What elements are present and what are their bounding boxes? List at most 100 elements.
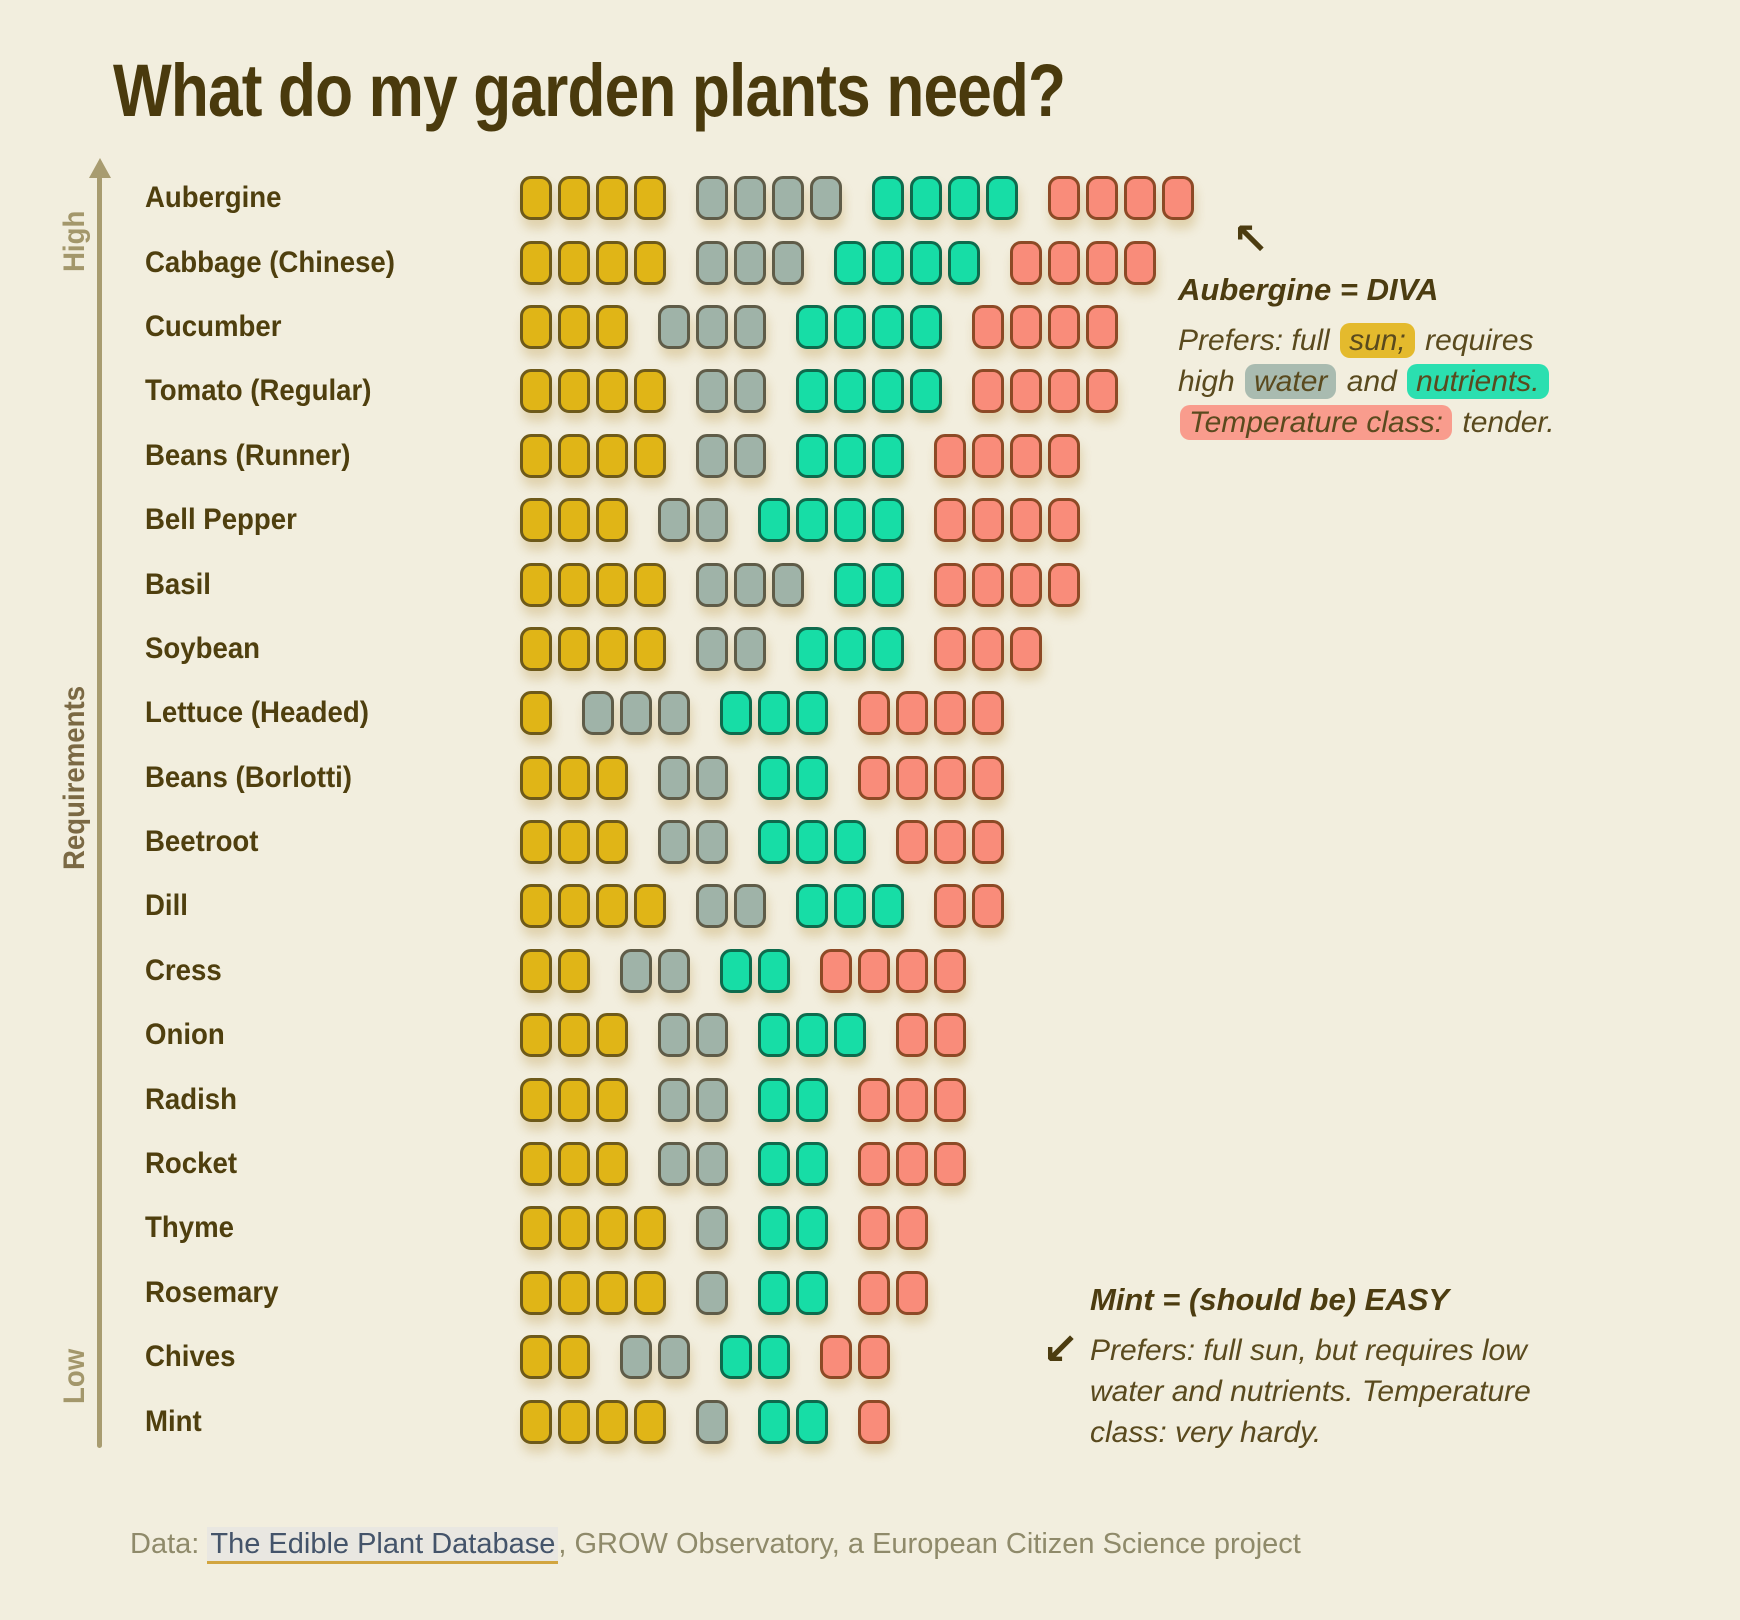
temperature-square: [896, 1013, 928, 1058]
table-row: Beetroot: [145, 810, 1224, 874]
water-group: [696, 433, 772, 478]
sun-group: [520, 498, 634, 543]
water-group: [696, 884, 772, 929]
nutrients-square: [796, 1077, 828, 1122]
table-row: Soybean: [145, 617, 1224, 681]
table-row: Radish: [145, 1067, 1224, 1131]
nutrients-square: [796, 691, 828, 736]
axis-line: [97, 176, 102, 1448]
temperature-square: [896, 1270, 928, 1315]
water-square: [734, 884, 766, 929]
sun-square: [596, 820, 628, 865]
table-row: Basil: [145, 552, 1224, 616]
nutrients-square: [910, 304, 942, 349]
nutrients-group: [758, 1077, 834, 1122]
temperature-group: [934, 498, 1086, 543]
nutrients-group: [720, 1335, 796, 1380]
sun-square: [520, 1142, 552, 1187]
temperature-group: [858, 1270, 934, 1315]
temperature-square: [972, 755, 1004, 800]
sun-square: [558, 755, 590, 800]
water-square: [734, 304, 766, 349]
temperature-group: [858, 1077, 972, 1122]
temperature-square: [858, 1206, 890, 1251]
nutrients-square: [910, 369, 942, 414]
sun-square: [634, 176, 666, 221]
sun-square: [558, 1077, 590, 1122]
table-row: Cabbage (Chinese): [145, 230, 1224, 294]
annotation-diva-body: Prefers: full sun; requires high water a…: [1178, 320, 1578, 443]
nutrients-square: [796, 304, 828, 349]
temperature-group: [934, 433, 1086, 478]
temperature-square: [934, 498, 966, 543]
sun-group: [520, 1270, 672, 1315]
temperature-square: [820, 1335, 852, 1380]
water-group: [658, 1142, 734, 1187]
temperature-group: [858, 1142, 972, 1187]
nutrients-square: [796, 820, 828, 865]
nutrients-square: [872, 626, 904, 671]
water-square: [696, 1206, 728, 1251]
row-label: Soybean: [145, 631, 261, 665]
nutrients-square: [796, 1206, 828, 1251]
sun-square: [558, 433, 590, 478]
nutrients-group: [834, 562, 910, 607]
temperature-square: [1010, 433, 1042, 478]
nutrients-group: [796, 369, 948, 414]
water-group: [696, 240, 810, 285]
row-label: Beetroot: [145, 825, 259, 859]
water-square: [658, 1142, 690, 1187]
nutrients-square: [796, 1142, 828, 1187]
water-square: [620, 691, 652, 736]
nutrients-square: [758, 820, 790, 865]
sun-group: [520, 626, 672, 671]
water-group: [696, 1399, 734, 1444]
sun-square: [634, 1270, 666, 1315]
sun-group: [520, 369, 672, 414]
row-label: Lettuce (Headed): [145, 696, 369, 730]
sun-group: [520, 304, 634, 349]
water-square: [658, 820, 690, 865]
temperature-square: [1124, 240, 1156, 285]
nutrients-square: [758, 691, 790, 736]
sun-square: [520, 562, 552, 607]
nutrients-group: [758, 498, 910, 543]
temperature-square: [972, 562, 1004, 607]
sun-group: [520, 433, 672, 478]
sun-square: [520, 1077, 552, 1122]
sun-square: [558, 562, 590, 607]
temperature-square: [858, 1335, 890, 1380]
water-square: [696, 433, 728, 478]
sun-square: [596, 1270, 628, 1315]
axis-arrow-icon: [89, 158, 111, 178]
nutrients-square: [834, 498, 866, 543]
sun-square: [634, 1206, 666, 1251]
nutrients-square: [758, 1013, 790, 1058]
nutrients-square: [720, 948, 752, 993]
water-square: [658, 755, 690, 800]
edible-plant-database-link[interactable]: The Edible Plant Database: [207, 1527, 559, 1564]
nutrients-group: [796, 884, 910, 929]
annotation-easy-body: Prefers: full sun, but requires low wate…: [1090, 1334, 1531, 1449]
sun-square: [520, 304, 552, 349]
temperature-square: [934, 755, 966, 800]
row-label: Dill: [145, 889, 188, 923]
sun-square: [558, 1206, 590, 1251]
temperature-square: [1048, 369, 1080, 414]
nutrients-square: [872, 240, 904, 285]
temperature-square: [1086, 304, 1118, 349]
diva-line-3: Temperature class: tender.: [1178, 402, 1578, 443]
water-square: [582, 691, 614, 736]
water-square: [696, 820, 728, 865]
sun-square: [634, 626, 666, 671]
nutrients-square: [758, 1399, 790, 1444]
sun-square: [596, 240, 628, 285]
nutrients-group: [758, 1206, 834, 1251]
sun-square: [520, 948, 552, 993]
temperature-group: [858, 1399, 896, 1444]
sun-square: [596, 1142, 628, 1187]
up-left-arrow-icon: ↖: [1232, 214, 1269, 265]
row-label: Beans (Borlotti): [145, 760, 352, 794]
sun-group: [520, 1335, 596, 1380]
table-row: Chives: [145, 1325, 1224, 1389]
